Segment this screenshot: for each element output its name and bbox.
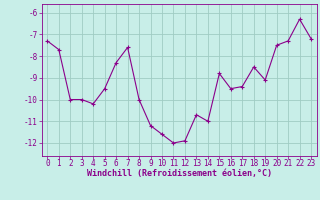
X-axis label: Windchill (Refroidissement éolien,°C): Windchill (Refroidissement éolien,°C) (87, 169, 272, 178)
